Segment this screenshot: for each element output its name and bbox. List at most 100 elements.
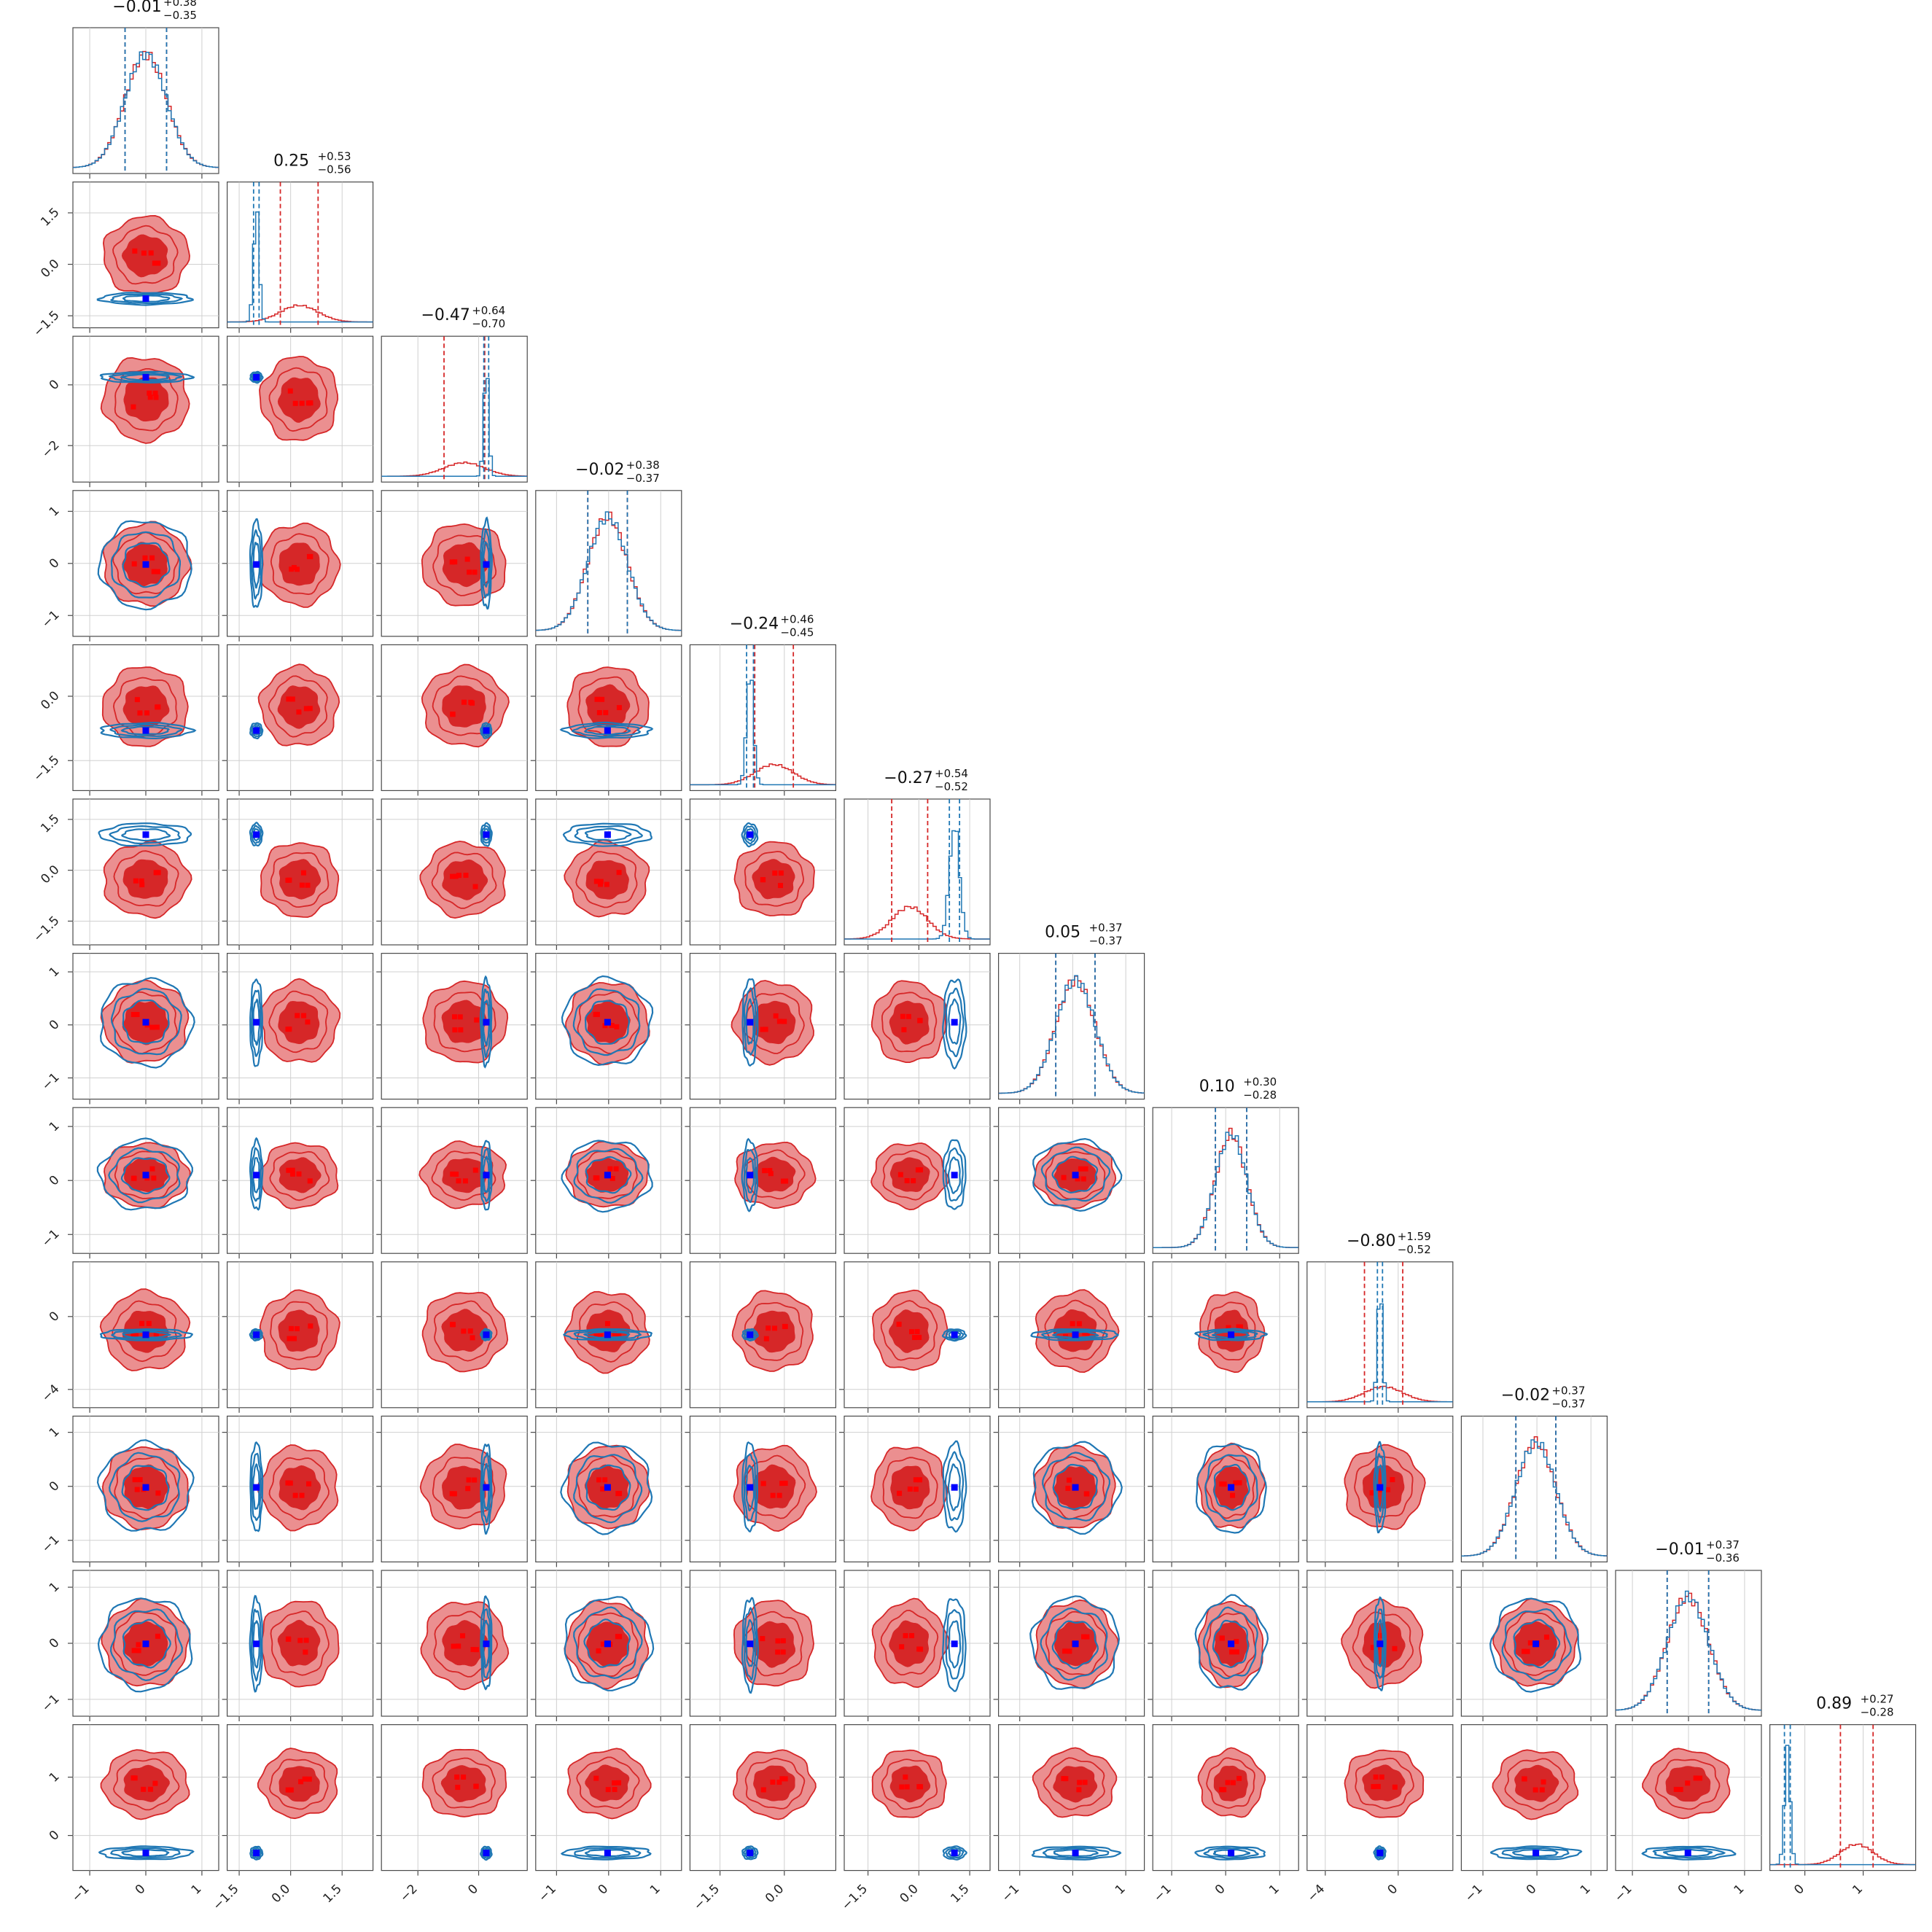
blue-histogram [381, 378, 528, 477]
red-point-marker [1082, 1330, 1088, 1336]
panel-11-4: −1.5 0.0 [685, 1724, 837, 1913]
red-point-marker [775, 1649, 781, 1655]
red-point-marker [461, 1328, 467, 1334]
panel-title-minus-8: −0.52 [1398, 1243, 1431, 1256]
x-tick-label: 1.5 [321, 1882, 345, 1906]
blue-contour [561, 975, 654, 1067]
panel-title-plus-1: +0.53 [318, 150, 351, 163]
x-tick-label: −1 [1462, 1882, 1486, 1905]
y-tick-label: −1 [39, 1227, 63, 1250]
panel-7-6 [993, 1107, 1145, 1259]
red-point-marker [760, 877, 766, 883]
red-contour-mid [744, 851, 805, 907]
x-tick-label: 1.5 [948, 1882, 972, 1906]
red-point-marker [596, 1477, 602, 1483]
panel-content [844, 799, 990, 945]
blue-point-marker [1684, 1850, 1691, 1857]
red-point-marker [307, 706, 313, 712]
blue-contour [249, 1594, 263, 1693]
panel-title-minus-9: −0.37 [1551, 1397, 1585, 1410]
red-point-marker [451, 1643, 456, 1649]
blue-point-marker [1072, 1484, 1079, 1491]
blue-point-marker [951, 1484, 958, 1491]
blue-contour [1213, 1463, 1250, 1511]
red-point-marker [303, 706, 309, 712]
blue-point-marker [1376, 1640, 1384, 1648]
red-point-marker [1082, 1780, 1088, 1785]
panel-11-10: −1 0 1 [1610, 1724, 1762, 1905]
red-contour-mid [112, 225, 179, 285]
panel-title-1: 0.25 [273, 152, 309, 171]
red-point-marker [141, 250, 147, 256]
blue-point-marker [483, 727, 490, 734]
red-point-marker [297, 1637, 303, 1643]
red-contour-mid [113, 850, 179, 907]
panel-9-3 [530, 1415, 682, 1567]
panel-5-0: −1.5 0.0 1.5 [31, 798, 219, 950]
blue-contour [99, 722, 197, 740]
blue-contour [1374, 1452, 1385, 1524]
blue-contour [111, 1329, 182, 1340]
blue-point-marker [747, 831, 754, 838]
x-tick-label: −1 [69, 1882, 93, 1905]
y-tick-label: −1 [39, 1691, 63, 1715]
panel-content [381, 953, 528, 1099]
red-contour-mid [431, 1150, 496, 1201]
panel-content [1306, 1416, 1453, 1562]
panel-0-0: −0.01 +0.38−0.35 [72, 0, 219, 179]
red-point-marker [133, 878, 139, 884]
red-point-marker [1233, 1480, 1239, 1486]
red-contour-mid [434, 1300, 498, 1362]
panel-content [690, 1724, 836, 1871]
red-point-marker [155, 704, 160, 710]
blue-contour [942, 978, 967, 1070]
red-point-marker [916, 1334, 922, 1340]
red-point-marker [776, 1018, 782, 1024]
blue-contour [743, 825, 757, 845]
blue-point-marker [142, 1172, 149, 1179]
red-point-marker [137, 710, 143, 716]
blue-contour [741, 1137, 759, 1212]
panel-content [227, 644, 373, 791]
panel-content [227, 1416, 373, 1562]
panel-content [998, 1570, 1145, 1716]
red-point-marker [153, 1331, 159, 1337]
red-point-marker [139, 1320, 145, 1326]
red-contour-inner [442, 859, 488, 900]
red-point-marker [472, 1477, 478, 1483]
red-point-marker [916, 1646, 922, 1652]
red-point-marker [1225, 1780, 1231, 1785]
red-point-marker [594, 696, 600, 702]
blue-contour [120, 373, 171, 381]
red-point-marker [1527, 1640, 1533, 1645]
red-point-marker [141, 1786, 147, 1792]
red-contour-mid [432, 1457, 496, 1519]
blue-point-marker [142, 1018, 149, 1026]
red-point-marker [917, 1477, 923, 1483]
red-point-marker [900, 1013, 905, 1019]
panel-title-plus-0: +0.38 [163, 0, 197, 9]
panel-content [1769, 1724, 1916, 1871]
red-point-marker [598, 881, 604, 887]
red-point-marker [294, 566, 300, 572]
panel-title-minus-2: −0.70 [472, 317, 505, 330]
panel-content [1306, 1570, 1453, 1716]
panel-title-minus-7: −0.28 [1243, 1088, 1277, 1102]
panel-content [998, 1416, 1145, 1562]
panel-content [690, 1570, 836, 1716]
red-point-marker [456, 873, 462, 879]
red-point-marker [291, 564, 297, 570]
panel-title-6: 0.05 [1045, 924, 1080, 942]
blue-contour [251, 372, 262, 383]
red-contour-inner [442, 1158, 488, 1193]
red-contour-mid [880, 1300, 938, 1361]
red-contour-inner [278, 1000, 320, 1045]
red-point-marker [453, 1172, 459, 1177]
red-point-marker [1076, 1321, 1082, 1327]
red-point-marker [760, 1027, 766, 1032]
blue-contour [480, 1329, 491, 1340]
blue-point-marker [253, 1018, 260, 1026]
blue-contour [743, 1607, 757, 1681]
x-tick-label: −1.5 [210, 1882, 241, 1913]
red-point-marker [1678, 1787, 1683, 1793]
